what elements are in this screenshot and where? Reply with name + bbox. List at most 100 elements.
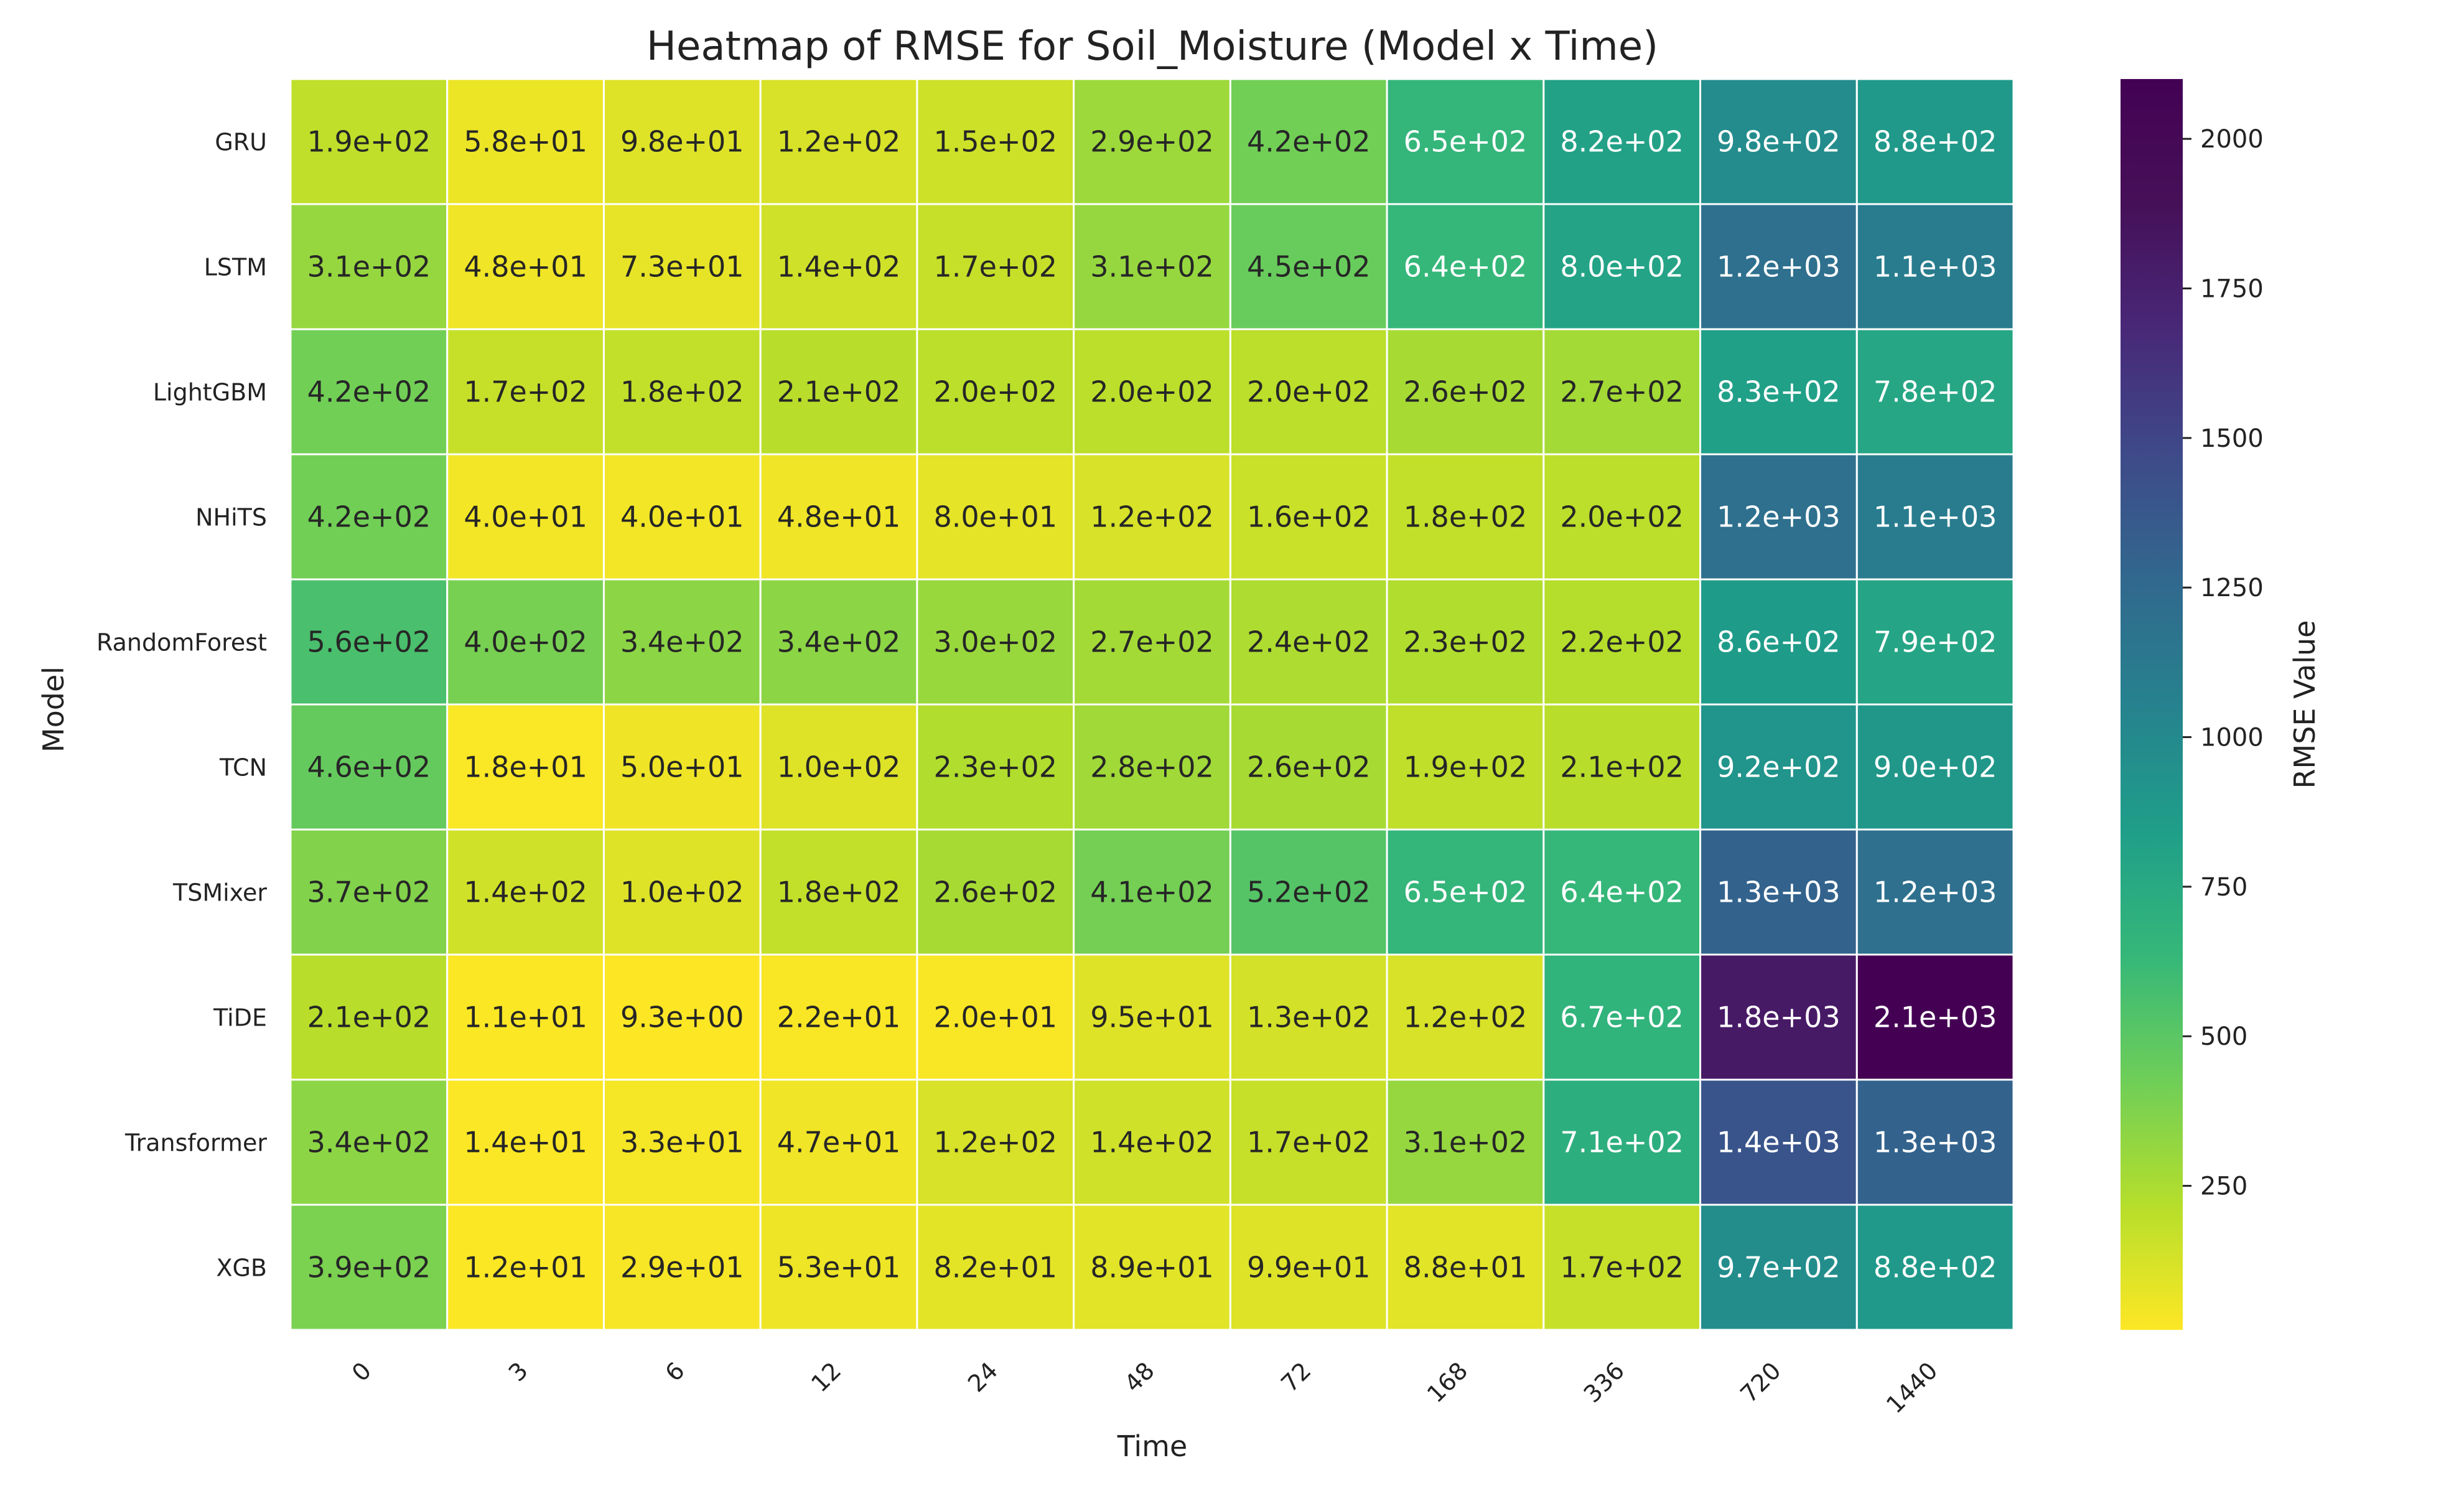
heatmap-cell	[446, 328, 605, 456]
heatmap-cell	[1386, 578, 1545, 706]
colorbar-tick-label: 500	[2200, 1022, 2247, 1051]
cell-annotation: 6.4e+02	[1560, 876, 1684, 909]
cell-annotation: 1.2e+03	[1874, 876, 1997, 909]
heatmap-cell	[1699, 828, 1858, 956]
cell-annotation: 9.0e+02	[1874, 750, 1997, 784]
heatmap-cell	[1386, 78, 1545, 205]
heatmap-cell	[1073, 578, 1231, 706]
cell-annotation: 4.5e+02	[1247, 250, 1371, 284]
heatmap-cell	[602, 953, 762, 1081]
cell-annotation: 8.9e+01	[1090, 1251, 1214, 1284]
cell-annotation: 3.1e+02	[1404, 1126, 1528, 1159]
cell-annotation: 2.2e+02	[1560, 625, 1684, 659]
heatmap-cell	[1855, 578, 2015, 706]
cell-annotation: 8.8e+01	[1404, 1251, 1528, 1284]
heatmap-cell	[602, 453, 762, 581]
cell-annotation: 9.8e+01	[620, 125, 744, 159]
heatmap-cell	[1229, 78, 1388, 205]
colorbar-tick-label: 2000	[2200, 125, 2264, 154]
heatmap-cell	[289, 78, 449, 205]
cell-annotation: 9.7e+02	[1717, 1251, 1841, 1284]
y-tick-label: TSMixer	[172, 879, 267, 907]
cell-annotation: 3.4e+02	[620, 625, 744, 659]
colorbar-tick-label: 1250	[2200, 574, 2264, 602]
cell-annotation: 2.6e+02	[1404, 375, 1528, 409]
cell-annotation: 1.1e+01	[464, 1001, 587, 1034]
heatmap-cell	[602, 828, 762, 956]
cell-annotation: 5.3e+01	[777, 1251, 901, 1284]
heatmap-cell	[1386, 1204, 1545, 1331]
x-axis-label: Time	[1117, 1429, 1188, 1463]
heatmap-cell	[1229, 828, 1388, 956]
cell-annotation: 3.4e+02	[777, 625, 901, 659]
cell-annotation: 1.4e+02	[464, 876, 587, 909]
colorbar-label: RMSE Value	[2288, 620, 2322, 789]
heatmap-cell	[1699, 1204, 1858, 1331]
cell-annotation: 5.8e+01	[464, 125, 587, 159]
cell-annotation: 1.9e+02	[1404, 750, 1528, 784]
heatmap-cell	[289, 703, 449, 831]
cell-annotation: 2.1e+03	[1874, 1001, 1997, 1034]
cell-annotation: 9.2e+02	[1717, 750, 1841, 784]
cell-annotation: 4.2e+02	[307, 375, 431, 409]
cell-annotation: 1.6e+02	[1247, 500, 1371, 534]
heatmap-cell	[1542, 78, 1702, 205]
cell-annotation: 1.7e+02	[464, 375, 587, 409]
cell-annotation: 8.0e+02	[1560, 250, 1684, 284]
heatmap-cell	[916, 453, 1075, 581]
heatmap-cell	[1542, 1204, 1702, 1331]
y-tick-label: XGB	[216, 1255, 267, 1282]
heatmap-cell	[759, 1204, 918, 1331]
heatmap-cell	[289, 1078, 449, 1206]
heatmap-cell	[1386, 453, 1545, 581]
heatmap-cell	[916, 578, 1075, 706]
cell-annotation: 2.7e+02	[1090, 625, 1214, 659]
heatmap-cell	[1386, 203, 1545, 330]
cell-annotation: 1.2e+02	[933, 1126, 1057, 1159]
cell-annotation: 3.7e+02	[307, 876, 431, 909]
heatmap-cell	[289, 328, 449, 456]
heatmap-cell	[602, 1078, 762, 1206]
cell-annotation: 5.0e+01	[620, 750, 744, 784]
cell-annotation: 6.4e+02	[1404, 250, 1528, 284]
cell-annotation: 2.0e+02	[1090, 375, 1214, 409]
cell-annotations: 1.9e+02 5.8e+01 9.8e+01 1.2e+02 1.5e+02 2.9e+…	[307, 125, 1997, 1284]
heatmap-cell	[1855, 1204, 2015, 1331]
cell-annotation: 4.8e+01	[464, 250, 587, 284]
y-tick-labels: GRU LSTM LightGBM NHiTS RandomForest TCN TSMix…	[96, 129, 267, 1282]
cell-annotation: 3.1e+02	[307, 250, 431, 284]
heatmap-cell	[1073, 453, 1231, 581]
cell-annotation: 9.8e+02	[1717, 125, 1841, 159]
heatmap-cell	[1855, 828, 2015, 956]
cell-annotation: 6.5e+02	[1404, 125, 1528, 159]
heatmap-cell	[1542, 953, 1702, 1081]
heatmap-cell	[759, 1078, 918, 1206]
cell-annotation: 1.4e+02	[1090, 1126, 1214, 1159]
colorbar-tick-label: 750	[2200, 873, 2247, 902]
y-tick-label: TiDE	[213, 1004, 267, 1032]
heatmap-cell	[1073, 203, 1231, 330]
cell-annotation: 4.0e+02	[464, 625, 587, 659]
heatmap-cell	[602, 328, 762, 456]
cell-annotation: 5.2e+02	[1247, 876, 1371, 909]
heatmap-cell	[1542, 328, 1702, 456]
cell-annotation: 8.2e+01	[933, 1251, 1057, 1284]
y-tick-label: LSTM	[204, 254, 267, 281]
colorbar	[2121, 79, 2183, 1330]
cell-annotation: 3.0e+02	[933, 625, 1057, 659]
heatmap-cell	[289, 203, 449, 330]
heatmap-cell	[446, 953, 605, 1081]
heatmap-cell	[916, 703, 1075, 831]
cell-annotation: 1.2e+03	[1717, 500, 1841, 534]
heatmap-cell	[759, 703, 918, 831]
cell-annotation: 4.2e+02	[1247, 125, 1371, 159]
cell-annotation: 1.2e+03	[1717, 250, 1841, 284]
cell-annotation: 2.3e+02	[1404, 625, 1528, 659]
cell-annotation: 1.7e+02	[1560, 1251, 1684, 1284]
colorbar-tick-label: 1000	[2200, 724, 2264, 752]
cell-annotation: 3.1e+02	[1090, 250, 1214, 284]
cell-annotation: 4.1e+02	[1090, 876, 1214, 909]
cell-annotation: 6.7e+02	[1560, 1001, 1684, 1034]
heatmap-cell	[1229, 703, 1388, 831]
cell-annotation: 7.8e+02	[1874, 375, 1997, 409]
